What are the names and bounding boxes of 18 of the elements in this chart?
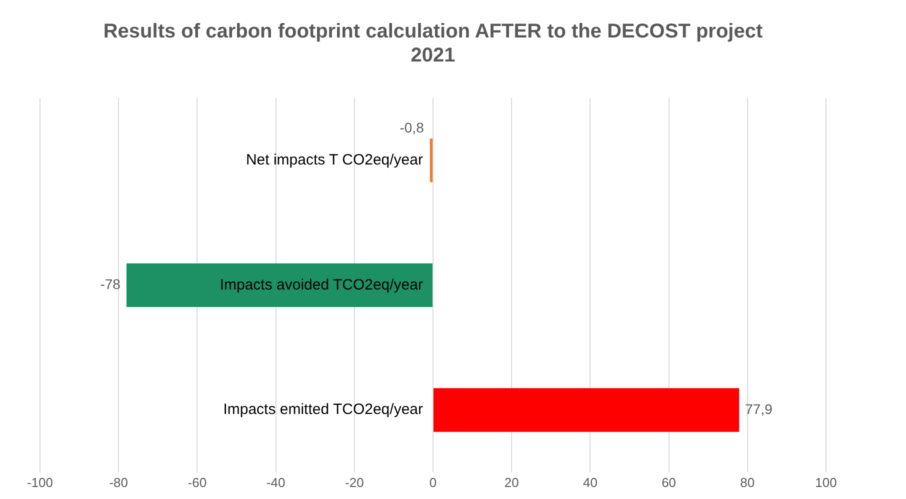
- x-tick-label: 0: [429, 474, 437, 490]
- x-tick-label: -20: [345, 474, 364, 490]
- x-tick-label: 20: [504, 474, 519, 490]
- data-label: 77,9: [745, 400, 773, 417]
- x-tick-label: 80: [740, 474, 755, 490]
- data-label: -0,8: [400, 119, 424, 136]
- x-tick-label: -100: [26, 474, 54, 490]
- x-tick-label: 100: [815, 474, 837, 490]
- x-tick-label: -60: [188, 474, 207, 490]
- x-tick-label: 40: [582, 474, 598, 490]
- x-tick-label: -40: [266, 474, 286, 490]
- y-tick-label: Impacts avoided TCO2eq/year: [220, 276, 423, 294]
- y-tick-label: Net impacts T CO2eq/year: [246, 152, 423, 169]
- data-label: -78: [100, 276, 121, 292]
- y-tick-label: Impacts emitted TCO2eq/year: [223, 401, 423, 418]
- x-tick-label: -80: [109, 474, 128, 490]
- x-tick-label: 60: [662, 474, 676, 490]
- chart-title: Results of carbon footprint calculation AFTER to the DECOST project 2021: [103, 20, 763, 67]
